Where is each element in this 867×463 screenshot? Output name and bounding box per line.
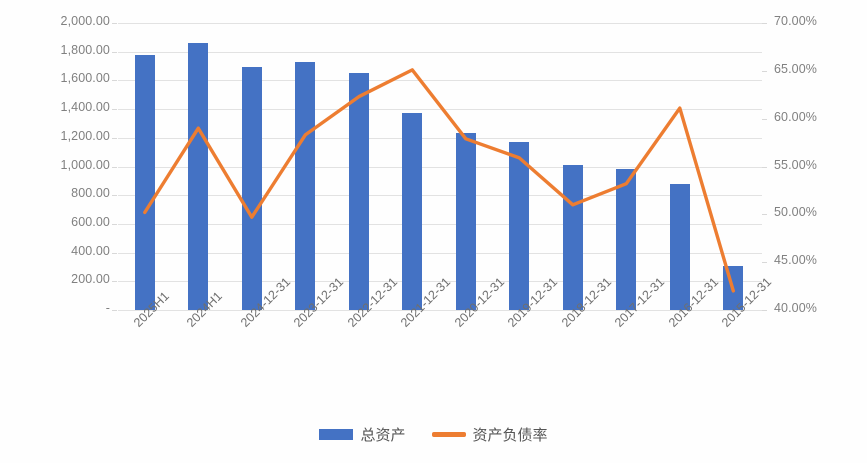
y-axis-left-tick-label: 600.00 — [71, 214, 110, 229]
legend-label-total-assets: 总资产 — [360, 427, 406, 444]
gridline — [118, 80, 762, 81]
y-axis-right-tick-label: 65.00% — [774, 61, 817, 76]
bar[interactable] — [509, 142, 530, 310]
gridline — [118, 109, 762, 110]
y-axis-right-tick — [762, 262, 767, 263]
y-axis-left-tick — [112, 80, 117, 81]
y-axis-left-tick — [112, 23, 117, 24]
y-axis-right-tick-label: 60.00% — [774, 109, 817, 124]
gridline — [118, 23, 762, 24]
y-axis-left-tick-label: 1,600.00 — [60, 71, 110, 86]
y-axis-left-tick-label: 200.00 — [71, 272, 110, 287]
y-axis-left-tick — [112, 167, 117, 168]
gridline — [118, 310, 762, 311]
bar[interactable] — [669, 183, 690, 310]
y-axis-right-tick-label: 50.00% — [774, 205, 817, 220]
y-axis-left-tick — [112, 310, 117, 311]
y-axis-left-tick — [112, 195, 117, 196]
y-axis-left-tick-label: 800.00 — [71, 186, 110, 201]
bar[interactable] — [134, 54, 155, 310]
y-axis-left-tick-label: - — [105, 301, 110, 315]
gridline — [118, 224, 762, 225]
gridline — [118, 167, 762, 168]
y-axis-left-tick — [112, 52, 117, 53]
y-axis-left-tick — [112, 281, 117, 282]
y-axis-left-tick — [112, 138, 117, 139]
gridline — [118, 195, 762, 196]
line-swatch-icon — [431, 432, 466, 437]
y-axis-right-tick — [762, 214, 767, 215]
y-axis-left-tick-label: 400.00 — [71, 243, 110, 258]
y-axis-left-tick — [112, 109, 117, 110]
y-axis-left-tick-label: 1,200.00 — [60, 128, 110, 143]
y-axis-right-tick-label: 40.00% — [774, 301, 817, 315]
y-axis-right-tick — [762, 310, 767, 311]
y-axis-left-tick-label: 1,000.00 — [60, 157, 110, 172]
gridline — [118, 253, 762, 254]
y-axis-right-tick-label: 45.00% — [774, 253, 817, 268]
y-axis-right-tick — [762, 71, 767, 72]
bar[interactable] — [348, 73, 369, 310]
y-axis-left-tick-label: 2,000.00 — [60, 14, 110, 28]
y-axis-right-tick — [762, 23, 767, 24]
y-axis-right-tick — [762, 167, 767, 168]
bar[interactable] — [616, 169, 637, 310]
bar[interactable] — [188, 43, 209, 310]
y-axis-left-tick — [112, 253, 117, 254]
gridline — [118, 52, 762, 53]
legend-item-debt-ratio[interactable]: 资产负债率 — [431, 424, 548, 445]
y-axis-left-tick-label: 1,800.00 — [60, 42, 110, 57]
gridline — [118, 281, 762, 282]
bar[interactable] — [241, 67, 262, 310]
legend-label-debt-ratio: 资产负债率 — [472, 427, 548, 444]
y-axis-right-tick-label: 70.00% — [774, 14, 817, 28]
y-axis-right-tick-label: 55.00% — [774, 157, 817, 172]
bar-swatch-icon — [319, 429, 354, 440]
y-axis-right-tick — [762, 119, 767, 120]
bar[interactable] — [295, 61, 316, 310]
bar[interactable] — [455, 133, 476, 310]
bar[interactable] — [402, 113, 423, 310]
gridline — [118, 138, 762, 139]
y-axis-left-tick — [112, 224, 117, 225]
legend-item-total-assets[interactable]: 总资产 — [319, 424, 406, 445]
y-axis-left-tick-label: 1,400.00 — [60, 100, 110, 115]
chart-legend: 总资产 资产负债率 — [0, 424, 867, 445]
